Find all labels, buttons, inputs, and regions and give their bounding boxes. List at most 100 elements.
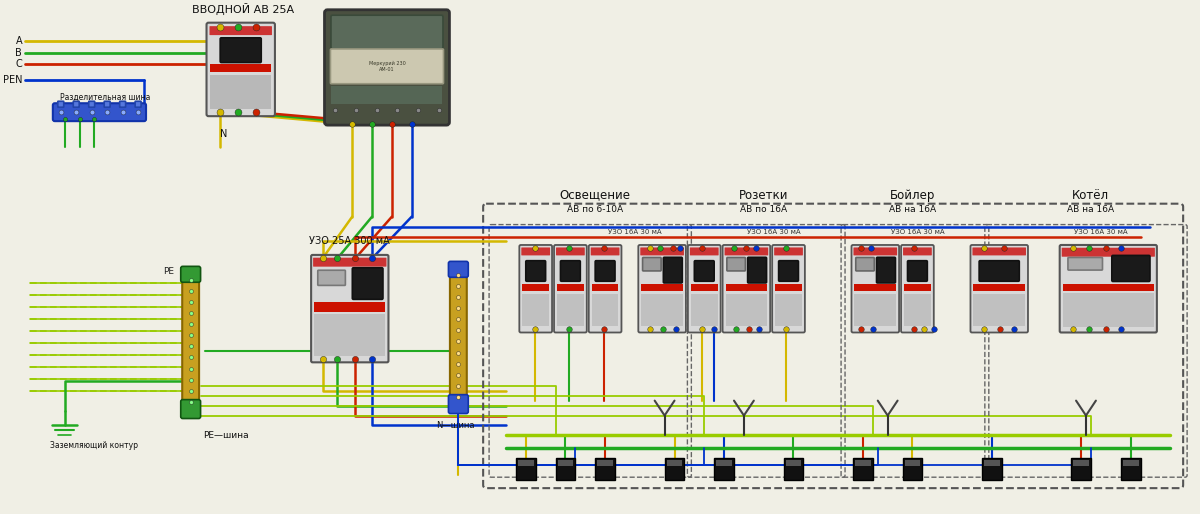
FancyBboxPatch shape (725, 247, 768, 255)
Text: АВ по 6-10А: АВ по 6-10А (568, 205, 623, 214)
FancyBboxPatch shape (73, 101, 79, 107)
Text: Разделительная шина: Разделительная шина (60, 93, 150, 102)
Text: С: С (16, 60, 22, 69)
FancyBboxPatch shape (521, 247, 550, 255)
FancyBboxPatch shape (589, 245, 622, 333)
Bar (691, 294, 718, 326)
Bar (854, 461, 871, 466)
Bar (775, 294, 802, 326)
FancyBboxPatch shape (590, 247, 619, 255)
Text: А: А (16, 35, 22, 46)
FancyBboxPatch shape (638, 245, 686, 333)
Bar (973, 294, 1025, 326)
Text: PEN: PEN (2, 76, 22, 85)
Bar (973, 284, 1025, 291)
FancyBboxPatch shape (181, 266, 200, 282)
FancyBboxPatch shape (311, 255, 389, 362)
Bar (314, 302, 385, 312)
FancyBboxPatch shape (1062, 248, 1154, 256)
FancyBboxPatch shape (206, 23, 275, 116)
Bar (557, 284, 583, 291)
FancyBboxPatch shape (526, 261, 546, 281)
Bar (726, 294, 767, 326)
Bar (641, 294, 683, 326)
Bar (904, 284, 931, 291)
FancyBboxPatch shape (852, 245, 899, 333)
FancyBboxPatch shape (181, 399, 200, 418)
FancyBboxPatch shape (554, 245, 587, 333)
Bar (775, 284, 802, 291)
FancyBboxPatch shape (220, 38, 262, 63)
FancyBboxPatch shape (876, 258, 895, 283)
Text: УЗО 16А 30 мА: УЗО 16А 30 мА (746, 229, 800, 234)
Text: PE: PE (163, 267, 174, 276)
Text: Розетки: Розетки (739, 189, 788, 201)
Text: ВВОДНОЙ АВ 25А: ВВОДНОЙ АВ 25А (192, 3, 294, 15)
FancyBboxPatch shape (642, 258, 661, 271)
Bar (1072, 458, 1091, 480)
Bar (331, 86, 443, 103)
FancyBboxPatch shape (136, 101, 142, 107)
FancyBboxPatch shape (324, 10, 450, 125)
FancyBboxPatch shape (1112, 255, 1150, 282)
Bar (665, 458, 684, 480)
FancyBboxPatch shape (520, 245, 552, 333)
Bar (598, 461, 613, 466)
FancyBboxPatch shape (449, 395, 468, 414)
Bar (1063, 284, 1154, 291)
Bar (666, 461, 683, 466)
Bar (522, 284, 550, 291)
FancyBboxPatch shape (182, 275, 199, 407)
FancyBboxPatch shape (727, 258, 745, 271)
FancyBboxPatch shape (1060, 245, 1157, 333)
FancyBboxPatch shape (979, 261, 1019, 281)
Bar (556, 458, 575, 480)
FancyBboxPatch shape (353, 268, 383, 299)
Bar (902, 458, 923, 480)
Text: Освещение: Освещение (559, 189, 631, 201)
Text: В: В (16, 47, 22, 58)
Text: N—шина: N—шина (437, 421, 475, 430)
Text: Заземляющий контур: Заземляющий контур (50, 441, 138, 450)
Text: Бойлер: Бойлер (889, 189, 935, 201)
Bar (641, 284, 683, 291)
Text: УЗО 16А 30 мА: УЗО 16А 30 мА (608, 229, 661, 234)
Bar (1073, 461, 1088, 466)
FancyBboxPatch shape (853, 247, 898, 255)
Text: АВ на 16А: АВ на 16А (889, 205, 936, 214)
Bar (726, 284, 767, 291)
Bar (558, 461, 574, 466)
Bar (1063, 293, 1154, 327)
FancyBboxPatch shape (748, 258, 767, 283)
Text: N: N (221, 129, 228, 139)
FancyBboxPatch shape (330, 49, 444, 84)
FancyBboxPatch shape (104, 101, 110, 107)
FancyBboxPatch shape (89, 101, 95, 107)
FancyBboxPatch shape (779, 261, 798, 281)
Text: УЗО 25А 300 мА: УЗО 25А 300 мА (308, 236, 390, 246)
FancyBboxPatch shape (318, 270, 346, 285)
FancyBboxPatch shape (688, 245, 721, 333)
Bar (210, 64, 271, 72)
Bar (1121, 458, 1140, 480)
Text: Котёл: Котёл (1073, 189, 1110, 201)
Text: АВ на 16А: АВ на 16А (1067, 205, 1115, 214)
FancyBboxPatch shape (450, 270, 467, 402)
FancyBboxPatch shape (331, 15, 443, 49)
Bar (714, 458, 734, 480)
FancyBboxPatch shape (690, 247, 719, 255)
Text: РЕ—шина: РЕ—шина (204, 431, 250, 440)
Bar (592, 294, 618, 326)
Bar (314, 314, 385, 356)
FancyBboxPatch shape (901, 245, 934, 333)
Bar (784, 458, 804, 480)
Bar (853, 458, 872, 480)
Bar (854, 284, 896, 291)
Text: АВ по 16А: АВ по 16А (740, 205, 787, 214)
FancyBboxPatch shape (556, 247, 584, 255)
Bar (716, 461, 732, 466)
FancyBboxPatch shape (774, 247, 803, 255)
Bar (522, 294, 550, 326)
Bar (904, 294, 931, 326)
FancyBboxPatch shape (904, 247, 931, 255)
